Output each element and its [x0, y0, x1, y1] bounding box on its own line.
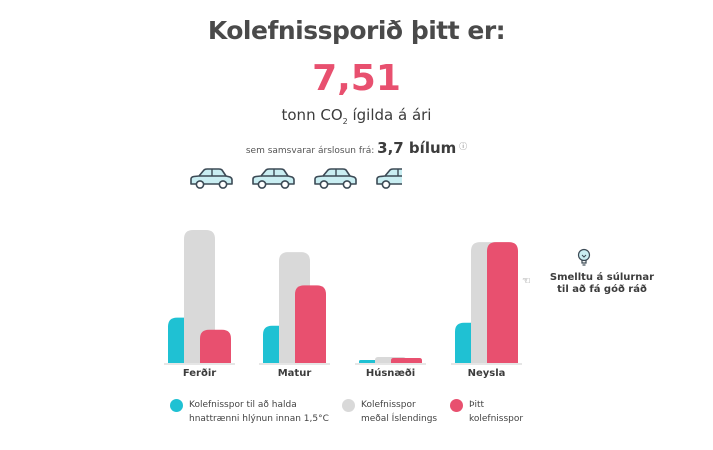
info-icon[interactable]: ⓘ — [459, 142, 468, 151]
tip-line-1: Smelltu á súlurnar — [549, 272, 655, 283]
legend-label: hnattrænni hlýnun innan 1,5°C — [189, 414, 329, 424]
bar-yours[interactable] — [391, 357, 422, 363]
bar-yours[interactable] — [200, 329, 231, 363]
pointing-hand-icon: ☜ — [522, 276, 531, 287]
unit-line: tonn CO2 ígilda á ári — [0, 106, 713, 126]
unit-suffix: ígilda á ári — [347, 106, 432, 124]
bar-average[interactable] — [184, 230, 215, 363]
category-label: Matur — [278, 368, 312, 379]
category-label: Húsnæði — [366, 367, 415, 379]
legend-swatch-target — [170, 399, 183, 412]
legend-item-average[interactable]: Kolefnisspor meðal Íslendings — [342, 398, 437, 426]
tip-text: Smelltu á súlurnar til að fá góð ráð — [537, 272, 667, 296]
legend-label: Kolefnisspor — [361, 400, 416, 410]
category-label: Ferðir — [183, 368, 216, 379]
bar-yours[interactable] — [487, 242, 518, 363]
car-icon-partial — [374, 166, 402, 196]
legend-item-target[interactable]: Kolefnisspor til að halda hnattrænni hlý… — [170, 398, 329, 426]
compare-value: 3,7 bílum — [377, 139, 457, 157]
compare-prefix: sem samsvarar árslosun frá: — [245, 146, 378, 156]
footprint-value: 7,51 — [312, 58, 401, 99]
legend-label: Þitt — [469, 400, 485, 410]
bar-yours[interactable] — [295, 285, 326, 363]
bar-group-2[interactable]: Húsnæði — [355, 356, 426, 379]
legend-swatch-yours — [450, 399, 463, 412]
category-label: Neysla — [468, 368, 506, 379]
page-title: Kolefnissporið þitt er: — [207, 16, 506, 45]
car-icon — [188, 166, 234, 196]
unit-subscript: 2 — [342, 117, 348, 126]
legend-label: meðal Íslendings — [361, 414, 438, 424]
car-icon — [312, 166, 358, 196]
unit-prefix: tonn CO — [281, 106, 343, 124]
bar-group-0[interactable]: Ferðir — [164, 230, 235, 379]
legend-item-yours[interactable]: Þitt kolefnisspor — [450, 398, 523, 426]
car-icon — [250, 166, 296, 196]
car-comparison: sem samsvarar árslosun frá: 3,7 bílum ⓘ — [0, 139, 713, 157]
bar-group-1[interactable]: Matur — [259, 252, 330, 379]
legend-label: Kolefnisspor til að halda — [189, 400, 297, 410]
legend-swatch-average — [342, 399, 355, 412]
lightbulb-icon — [577, 248, 591, 272]
bar-group-3[interactable]: Neysla — [451, 242, 522, 379]
car-icons — [188, 166, 418, 192]
tip-line-2: til að fá góð ráð — [557, 284, 647, 295]
legend-label: kolefnisspor — [469, 414, 524, 424]
